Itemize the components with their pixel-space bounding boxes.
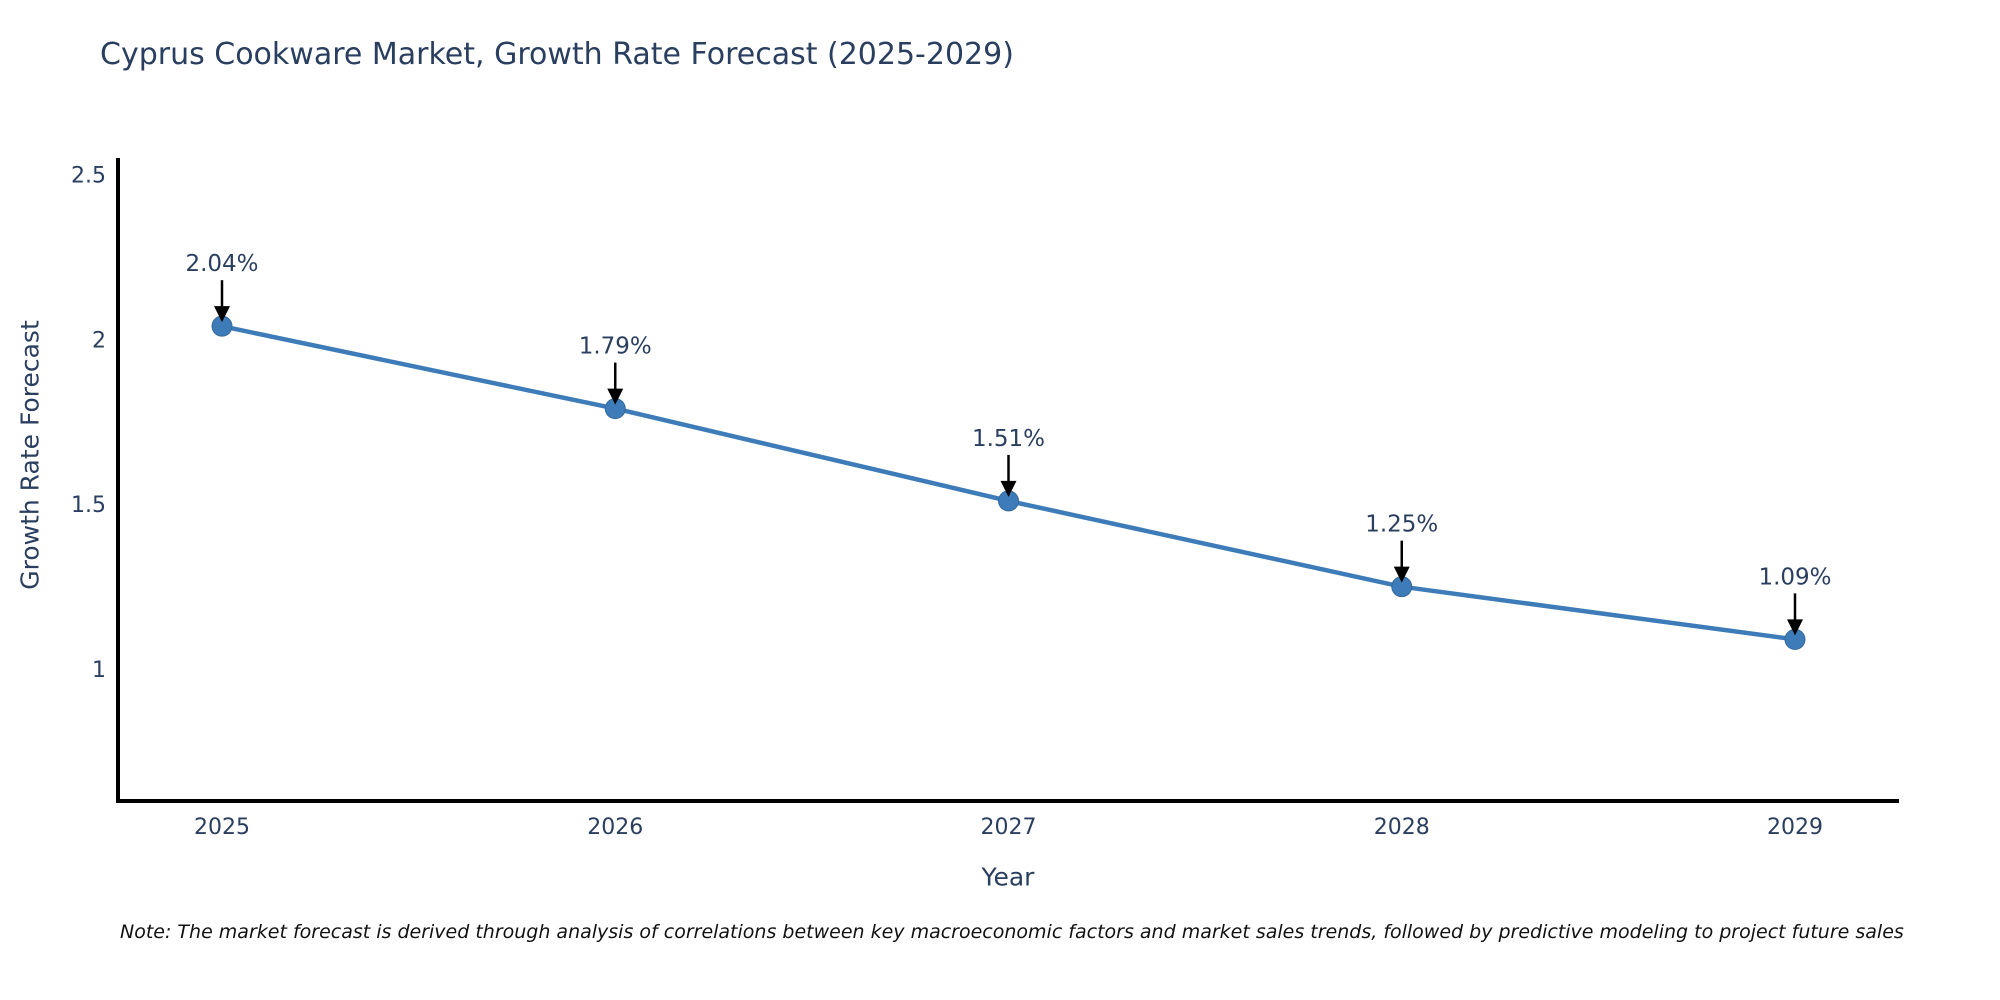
x-tick-label: 2028: [1374, 815, 1430, 840]
annotation-arrowhead-icon: [607, 388, 624, 405]
y-tick-label: 1: [92, 658, 106, 683]
data-points: [211, 315, 1806, 650]
axes: [116, 158, 1899, 803]
chart-title: Cyprus Cookware Market, Growth Rate Fore…: [100, 37, 1014, 72]
annotation-arrowhead-icon: [1000, 480, 1017, 497]
x-tick-label: 2026: [587, 815, 643, 840]
point-value-label: 1.09%: [1758, 564, 1831, 590]
x-axis-tick-labels: 2025 2026 2027 2028 2029: [194, 815, 1823, 840]
y-axis-tick-labels: 2.5 2 1.5 1: [71, 163, 106, 683]
point-value-label: 1.79%: [579, 334, 652, 360]
point-annotations: 2.04% 1.79% 1.51% 1.25% 1.09%: [185, 251, 1832, 636]
annotation-arrowhead-icon: [214, 306, 230, 323]
y-tick-label: 2.5: [71, 163, 106, 188]
annotation-arrowhead-icon: [1787, 619, 1803, 636]
y-tick-label: 1.5: [71, 493, 106, 518]
point-value-label: 2.04%: [185, 251, 258, 277]
point-value-label: 1.51%: [972, 426, 1045, 452]
y-tick-label: 2: [92, 328, 106, 353]
footnote: Note: The market forecast is derived thr…: [120, 921, 1904, 943]
x-tick-label: 2025: [194, 815, 250, 840]
point-value-label: 1.25%: [1365, 512, 1438, 538]
x-tick-label: 2029: [1767, 815, 1823, 840]
x-axis-title: Year: [981, 862, 1035, 892]
x-tick-label: 2027: [981, 815, 1037, 840]
annotation-arrowhead-icon: [1393, 566, 1410, 583]
